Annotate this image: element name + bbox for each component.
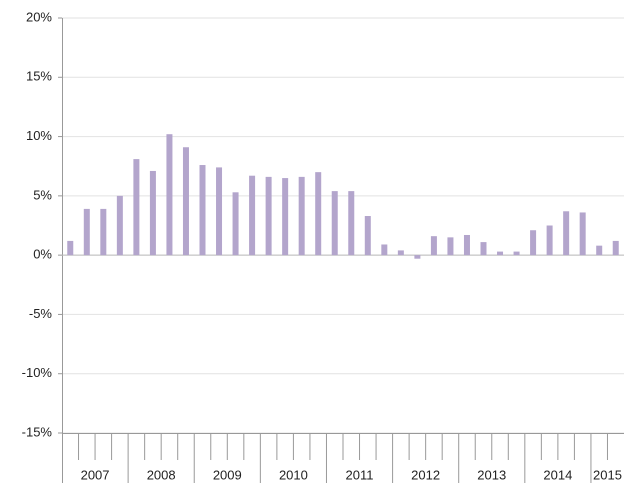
bar <box>364 216 371 256</box>
bar <box>282 178 289 256</box>
x-tick-label: 2013 <box>477 467 506 482</box>
bar <box>199 165 206 256</box>
bar <box>315 172 322 256</box>
y-tick-label: -5% <box>29 306 53 321</box>
bar <box>563 211 570 256</box>
y-tick-label: 10% <box>26 128 52 143</box>
y-tick-label: 0% <box>33 247 52 262</box>
bar <box>530 230 537 256</box>
bar <box>579 212 586 256</box>
x-tick-label: 2014 <box>543 467 572 482</box>
bar <box>463 234 470 256</box>
bar <box>546 225 553 256</box>
bar <box>480 242 487 256</box>
bar <box>348 191 355 256</box>
bar <box>182 147 189 256</box>
bar <box>100 208 107 256</box>
x-tick-label: 2010 <box>279 467 308 482</box>
bar <box>216 167 223 256</box>
bar <box>249 175 256 256</box>
x-tick-label: 2015 <box>593 467 622 482</box>
y-tick-label: 5% <box>33 187 52 202</box>
bar <box>430 236 437 256</box>
x-tick-label: 2012 <box>411 467 440 482</box>
x-tick-label: 2008 <box>147 467 176 482</box>
bar <box>381 244 388 256</box>
bar <box>83 208 90 256</box>
bar <box>447 237 454 256</box>
bar <box>232 192 239 256</box>
y-tick-label: -10% <box>22 365 53 380</box>
bar <box>596 245 603 256</box>
bar <box>166 134 173 256</box>
bar <box>149 170 156 256</box>
bar <box>331 191 338 256</box>
bar <box>265 176 272 256</box>
bar <box>397 250 404 256</box>
bar <box>513 251 520 256</box>
y-tick-label: 15% <box>26 69 52 84</box>
x-tick-label: 2007 <box>81 467 110 482</box>
bar <box>612 240 619 256</box>
bar <box>67 240 74 256</box>
bar <box>116 195 123 256</box>
x-tick-label: 2009 <box>213 467 242 482</box>
bar <box>497 251 504 256</box>
y-tick-label: 20% <box>26 9 52 24</box>
bar <box>298 176 305 256</box>
bar <box>414 255 421 259</box>
bar <box>133 159 140 256</box>
y-tick-label: -15% <box>22 424 53 439</box>
x-tick-label: 2011 <box>346 467 374 482</box>
